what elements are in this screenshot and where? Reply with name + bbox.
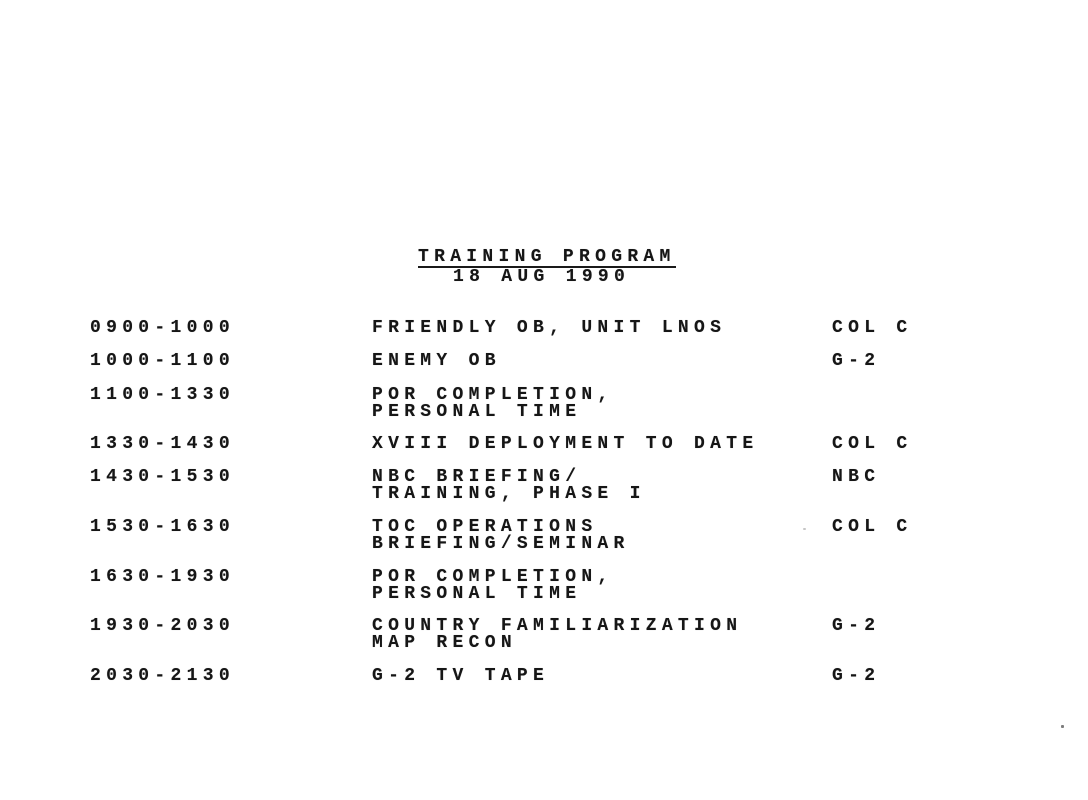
subject-line: TOC OPERATIONS (372, 517, 598, 537)
document-title: TRAINING PROGRAM (418, 247, 676, 268)
subject-cell: COUNTRY FAMILIARIZATION MAP RECON (372, 616, 743, 653)
subject-line: COUNTRY FAMILIARIZATION (372, 616, 743, 636)
subject-cell: FRIENDLY OB, UNIT LNOS (372, 318, 727, 338)
subject-cell: ENEMY OB (372, 351, 501, 371)
subject-line: XVIII DEPLOYMENT TO DATE (372, 434, 759, 454)
presenter-cell: G-2 (832, 351, 881, 371)
presenter-cell: COL C (832, 434, 913, 454)
time-cell: 1530-1630 (90, 517, 235, 537)
time-cell: 2030-2130 (90, 666, 235, 686)
time-cell: 1430-1530 (90, 467, 235, 487)
subject-cell: POR COMPLETION, PERSONAL TIME (372, 385, 614, 422)
subject-cell: NBC BRIEFING/TRAINING, PHASE I (372, 467, 646, 504)
time-cell: 1630-1930 (90, 567, 235, 587)
time-cell: 1330-1430 (90, 434, 235, 454)
subject-line: NBC BRIEFING/ (372, 467, 582, 487)
presenter-cell: G-2 (832, 616, 881, 636)
subject-line: PERSONAL TIME (372, 583, 582, 604)
scan-artifact-dot (803, 528, 806, 530)
time-cell: 1100-1330 (90, 385, 235, 405)
schedule-table: 0900-1000 FRIENDLY OB, UNIT LNOS COL C 1000… (90, 0, 1088, 800)
subject-line: ENEMY OB (372, 351, 501, 371)
subject-line: PERSONAL TIME (372, 401, 582, 422)
subject-cell: POR COMPLETION, PERSONAL TIME (372, 567, 614, 604)
time-cell: 1930-2030 (90, 616, 235, 636)
subject-line: BRIEFING/SEMINAR (372, 533, 630, 554)
presenter-cell: NBC (832, 467, 881, 487)
subject-line: MAP RECON (372, 632, 517, 653)
subject-cell: XVIII DEPLOYMENT TO DATE (372, 434, 759, 454)
scan-artifact-dot (1061, 725, 1064, 728)
subject-line: TRAINING, PHASE I (372, 483, 646, 504)
subject-cell: G-2 TV TAPE (372, 666, 550, 686)
subject-line: POR COMPLETION, (372, 567, 614, 587)
presenter-cell: COL C (832, 318, 913, 338)
subject-line: G-2 TV TAPE (372, 666, 550, 686)
subject-cell: TOC OPERATIONS BRIEFING/SEMINAR (372, 517, 630, 554)
presenter-cell: COL C (832, 517, 913, 537)
document-date: 18 AUG 1990 (453, 267, 631, 287)
time-cell: 0900-1000 (90, 318, 235, 338)
time-cell: 1000-1100 (90, 351, 235, 371)
subject-line: POR COMPLETION, (372, 385, 614, 405)
presenter-cell: G-2 (832, 666, 881, 686)
subject-line: FRIENDLY OB, UNIT LNOS (372, 318, 727, 338)
